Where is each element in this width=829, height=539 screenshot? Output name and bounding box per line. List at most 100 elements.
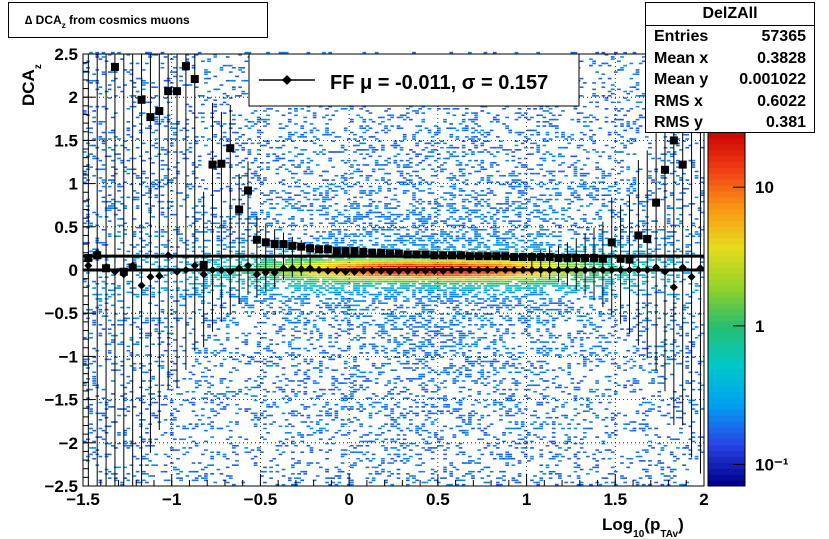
heatmap-cell <box>232 118 236 121</box>
heatmap-cell <box>176 172 180 175</box>
heatmap-cell <box>294 181 298 184</box>
heatmap-cell <box>154 187 159 190</box>
heatmap-cell <box>297 261 301 263</box>
heatmap-cell <box>300 278 305 281</box>
heatmap-cell <box>228 390 233 393</box>
heatmap-cell <box>263 282 267 285</box>
heatmap-cell <box>350 464 354 466</box>
heatmap-cell <box>83 170 87 173</box>
heatmap-cell <box>291 321 295 324</box>
heatmap-cell <box>169 388 174 391</box>
heatmap-cell <box>415 164 419 166</box>
heatmap-cell <box>337 228 342 231</box>
heatmap-cell <box>222 261 227 263</box>
heatmap-cell <box>281 412 286 415</box>
heatmap-cell <box>126 168 131 171</box>
heatmap-cell <box>350 177 354 179</box>
heatmap-cell <box>356 276 360 279</box>
heatmap-cell <box>194 293 199 296</box>
heatmap-cell <box>213 213 218 216</box>
heatmap-cell <box>356 259 360 261</box>
heatmap-cell <box>216 259 221 261</box>
heatmap-cell <box>281 222 286 225</box>
heatmap-cell <box>250 177 255 179</box>
heatmap-cell <box>160 146 165 149</box>
heatmap-cell <box>98 436 103 438</box>
heatmap-cell <box>362 408 367 410</box>
heatmap-cell <box>368 203 373 205</box>
heatmap-cell <box>151 444 156 447</box>
heatmap-cell <box>315 129 320 132</box>
heatmap-cell <box>98 311 103 313</box>
heatmap-cell <box>263 362 267 365</box>
heatmap-cell <box>328 159 332 162</box>
heatmap-cell <box>101 200 106 203</box>
heatmap-cell <box>384 218 388 220</box>
heatmap-cell <box>362 295 367 298</box>
heatmap-cell <box>291 216 295 218</box>
heatmap-cell <box>359 261 364 263</box>
heatmap-cell <box>275 356 280 358</box>
heatmap-cell <box>232 231 236 233</box>
heatmap-cell <box>110 380 115 382</box>
heatmap-cell <box>145 127 149 130</box>
heatmap-cell <box>160 159 165 162</box>
heatmap-cell <box>238 263 242 266</box>
heatmap-cell <box>374 287 379 289</box>
heatmap-cell <box>266 259 270 261</box>
heatmap-cell <box>110 207 115 209</box>
heatmap-cell <box>160 341 165 343</box>
heatmap-cell <box>368 257 373 259</box>
heatmap-cell <box>374 131 379 134</box>
heatmap-cell <box>399 278 404 281</box>
heatmap-cell <box>200 414 205 417</box>
heatmap-cell <box>405 378 410 380</box>
heatmap-cell <box>405 216 410 218</box>
heatmap-cell <box>135 62 140 65</box>
heatmap-cell <box>266 142 270 145</box>
heatmap-cell <box>315 164 320 166</box>
heatmap-cell <box>359 136 364 138</box>
heatmap-cell <box>303 172 308 175</box>
heatmap-cell <box>315 209 320 212</box>
heatmap-cell <box>368 144 373 147</box>
heatmap-cell <box>396 343 401 346</box>
heatmap-cell <box>250 386 255 389</box>
heatmap-cell <box>359 313 364 315</box>
heatmap-cell <box>216 278 221 281</box>
heatmap-cell <box>340 289 345 292</box>
heatmap-cell <box>154 235 159 238</box>
heatmap-cell <box>269 276 274 279</box>
heatmap-cell <box>98 276 103 279</box>
heatmap-cell <box>185 157 190 160</box>
heatmap-cell <box>396 328 401 330</box>
heatmap-cell <box>126 265 131 268</box>
heatmap-cell <box>138 425 143 428</box>
heatmap-cell <box>359 239 364 242</box>
heatmap-cell <box>356 168 360 171</box>
heatmap-cell <box>421 375 426 378</box>
heatmap-cell <box>390 263 395 266</box>
heatmap-cell <box>250 356 255 358</box>
heatmap-cell <box>390 393 395 395</box>
heatmap-cell <box>315 276 320 279</box>
heatmap-cell <box>114 369 118 371</box>
heatmap-cell <box>418 162 423 164</box>
heatmap-cell <box>421 345 426 348</box>
heatmap-cell <box>194 220 199 222</box>
heatmap-cell <box>222 101 227 104</box>
heatmap-cell <box>238 261 242 263</box>
heatmap-cell <box>421 481 426 484</box>
heatmap-cell <box>110 129 115 132</box>
heatmap-cell <box>365 177 370 179</box>
heatmap-cell <box>259 263 264 266</box>
heatmap-cell <box>340 399 345 402</box>
heatmap-cell <box>135 457 140 460</box>
heatmap-cell <box>191 235 196 238</box>
heatmap-cell <box>399 380 404 382</box>
heatmap-cell <box>278 166 283 168</box>
heatmap-cell <box>253 455 258 458</box>
heatmap-cell <box>291 308 295 311</box>
heatmap-cell <box>328 231 332 233</box>
heatmap-cell <box>275 362 280 365</box>
